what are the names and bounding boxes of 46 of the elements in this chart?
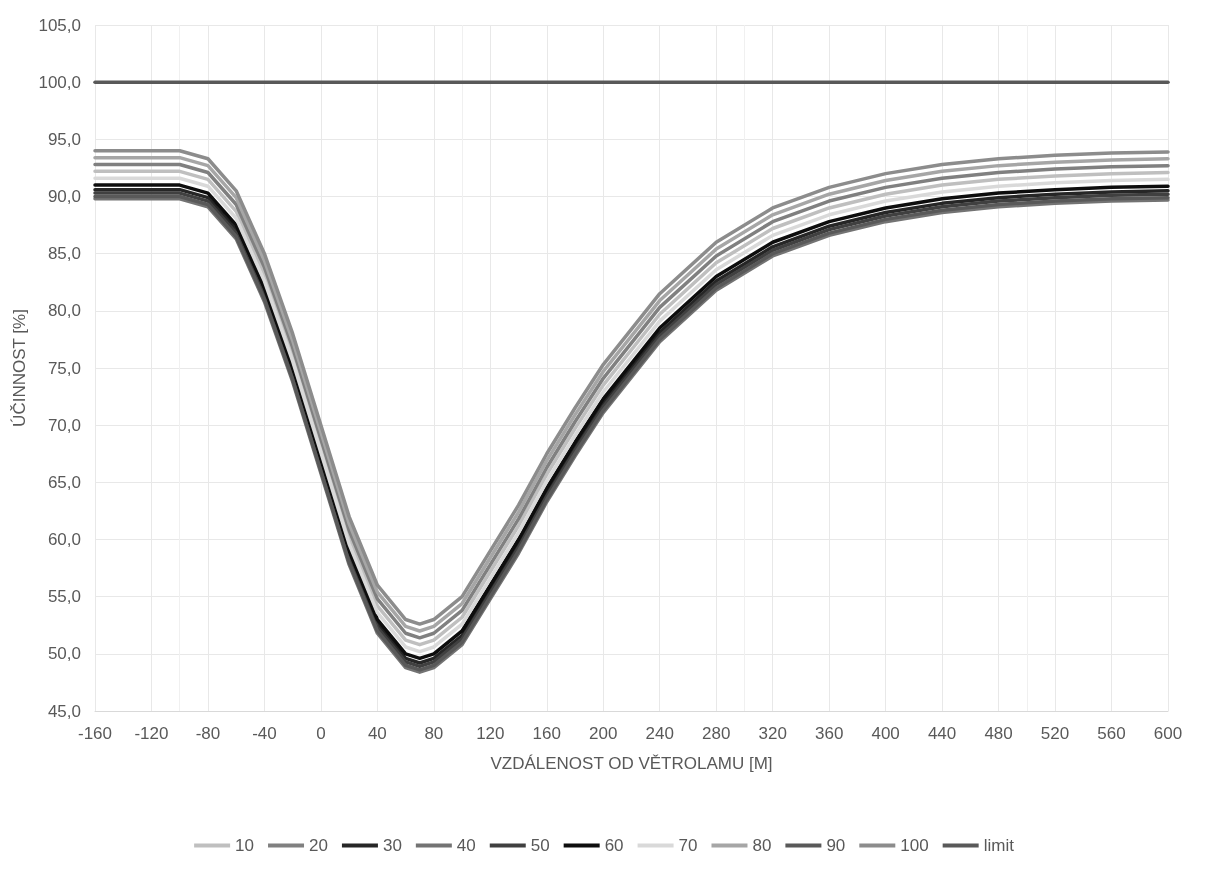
x-tick-label: -120 [134,724,169,743]
legend-label: 70 [678,836,698,855]
x-tick-label: 280 [702,724,731,743]
y-tick-label: 50,0 [47,644,81,664]
y-tick-label: 55,0 [47,587,81,607]
x-tick-label: 480 [984,724,1013,743]
x-tick-label: -40 [252,724,277,743]
legend-label: limit [983,836,1015,855]
y-tick-label: 65,0 [47,472,81,492]
y-tick-label: 70,0 [47,415,81,435]
legend-label: 90 [826,836,846,855]
y-tick-label: 45,0 [47,701,81,721]
legend-label: 10 [235,836,255,855]
x-tick-label: -80 [195,724,221,743]
y-tick-label: 90,0 [47,187,81,206]
legend-label: 100 [900,836,929,855]
x-tick-label: 120 [476,724,505,743]
y-tick-label: 80,0 [47,301,81,321]
x-tick-label: 240 [645,724,674,743]
x-tick-label: 320 [758,724,787,743]
y-tick-label: 100,0 [38,72,81,92]
y-tick-label: 60,0 [47,530,81,549]
x-tick-label: 0 [316,724,326,743]
x-tick-label: 600 [1153,724,1183,743]
y-tick-label: 105,0 [38,15,81,35]
legend-label: 60 [604,836,624,855]
legend-label: 50 [530,836,550,855]
y-tick-label: 95,0 [47,129,81,149]
x-tick-label: 40 [367,724,387,743]
y-tick-label: 85,0 [47,244,81,264]
x-tick-label: 560 [1097,724,1126,743]
x-tick-label: -160 [77,724,113,743]
x-tick-label: 160 [532,724,561,743]
y-axis-title: ÚČINNOST [%] [9,309,29,427]
x-tick-label: 200 [589,724,618,743]
legend-label: 20 [309,836,328,855]
x-axis-title: VZDÁLENOST OD VĚTROLAMU [M] [490,754,773,773]
x-tick-label: 360 [814,724,844,743]
x-tick-label: 520 [1040,724,1070,743]
x-tick-label: 400 [871,724,900,743]
x-tick-label: 80 [424,724,444,743]
x-tick-label: 440 [927,724,957,743]
legend-label: 30 [382,836,402,855]
y-tick-label: 75,0 [47,358,81,378]
legend-label: 80 [752,836,772,855]
legend-label: 40 [456,836,476,855]
